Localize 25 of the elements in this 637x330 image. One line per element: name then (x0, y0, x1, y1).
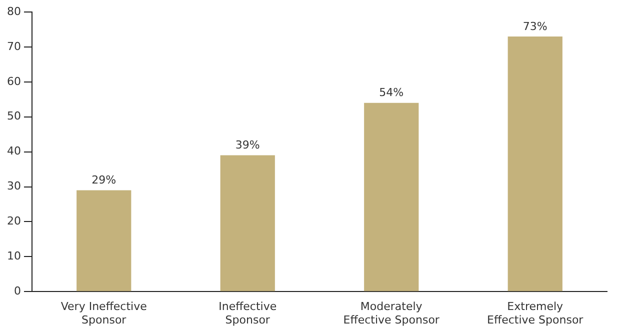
y-tick-label: 40 (6, 144, 21, 158)
y-tick-label: 0 (14, 284, 21, 298)
y-tick-label: 50 (6, 110, 21, 123)
bar (364, 102, 419, 292)
category-label: Sponsor (225, 313, 270, 326)
y-tick-label: 30 (6, 180, 21, 193)
category-label: Effective Sponsor (487, 313, 584, 326)
category-label: Very Ineffective (60, 300, 147, 314)
bar (76, 190, 132, 292)
category-label: Sponsor (82, 313, 126, 326)
bar (220, 155, 275, 292)
category-label: Moderately (360, 300, 422, 314)
data-label: 29% (92, 174, 116, 187)
y-tick-label: 20 (6, 214, 21, 228)
category-label: Extremely (507, 300, 564, 314)
data-label: 73% (522, 20, 548, 33)
y-tick-label: 80 (6, 4, 21, 18)
data-label: 54% (379, 86, 404, 100)
y-tick-label: 60 (6, 74, 21, 88)
category-label: Effective Sponsor (343, 313, 440, 326)
y-tick-label: 70 (6, 40, 21, 53)
category-label: Ineffective (218, 300, 277, 314)
bar (508, 36, 562, 292)
data-label: 39% (235, 138, 260, 152)
y-tick-label: 10 (6, 250, 21, 263)
